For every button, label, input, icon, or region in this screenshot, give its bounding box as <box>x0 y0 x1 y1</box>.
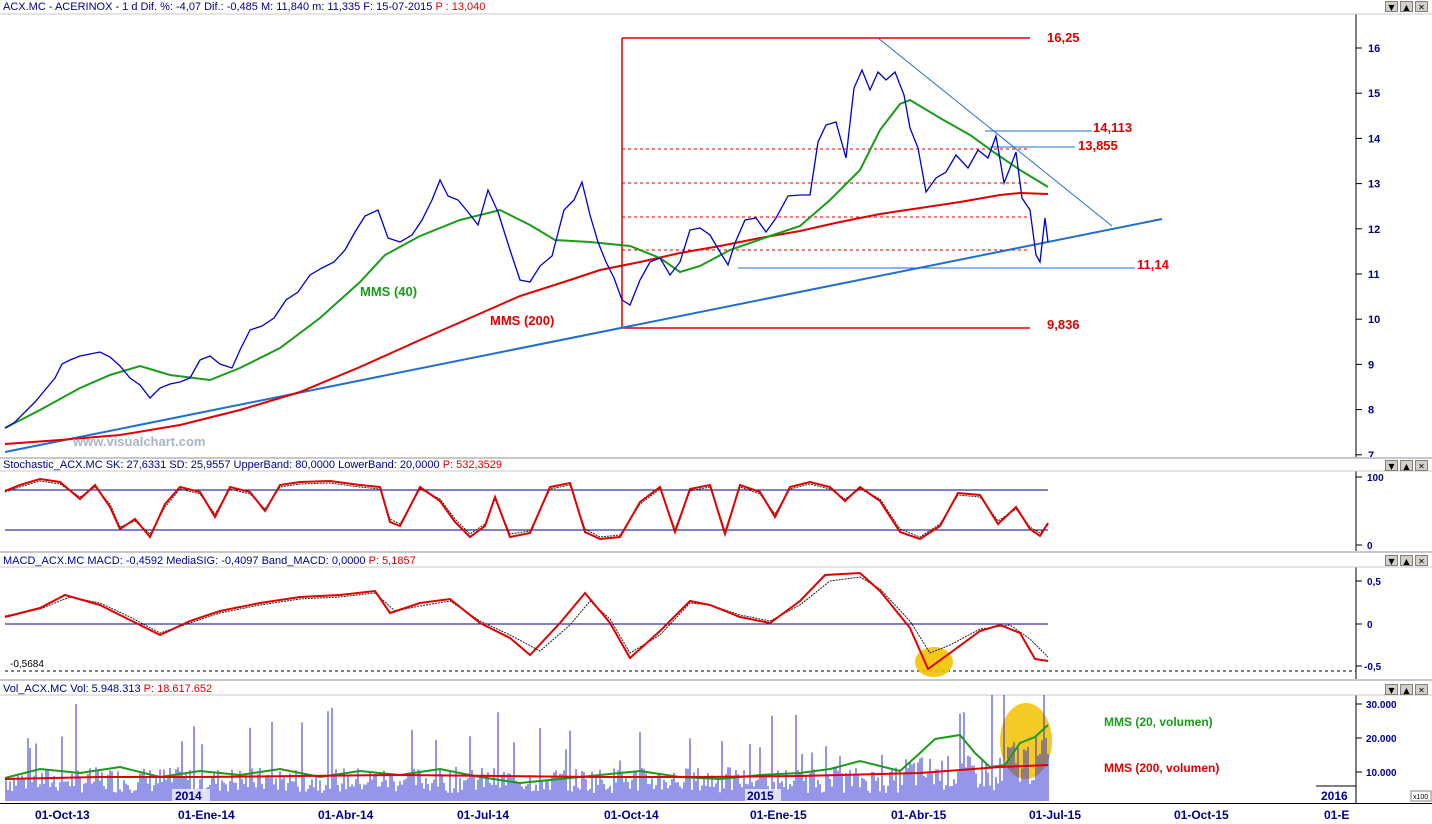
price-header-last: P : 13,040 <box>435 1 486 13</box>
stoch-tick-100: 100 <box>1367 473 1384 484</box>
price-y-tick-label: 13 <box>1368 179 1380 191</box>
price-y-tick-label: 9 <box>1368 359 1374 371</box>
close-button[interactable]: ✕ <box>1415 555 1428 566</box>
year-2016: 2016 <box>1321 789 1348 803</box>
macd-tick-0-5: 0,5 <box>1367 577 1381 588</box>
price-y-axis: 16 15 14 13 12 11 10 9 8 7 <box>1356 43 1381 459</box>
stoch-header: Stochastic_ACX.MC SK: 27,6331 SD: 25,955… <box>3 459 502 471</box>
x-label-oct14: 01-Oct-14 <box>604 808 659 822</box>
label-mms40: MMS (40) <box>360 284 417 299</box>
maximize-button[interactable]: ▲ <box>1400 555 1413 566</box>
x-label-jul15: 01-Jul-15 <box>1029 808 1082 822</box>
macd-window-buttons: ▼ ▲ ✕ <box>1385 555 1428 566</box>
vol-header-text: Vol_ACX.MC Vol: 5.948.313 <box>3 683 141 695</box>
minimize-button[interactable]: ▼ <box>1385 1 1398 12</box>
vol-mms20-line <box>4 724 1049 785</box>
x-label-abr15: 01-Abr-15 <box>891 808 947 822</box>
price-y-tick-label: 7 <box>1368 450 1374 459</box>
price-header-text: ACX.MC - ACERINOX - 1 d Dif. %: -4,07 Di… <box>3 1 433 13</box>
level-16-25: 16,25 <box>1047 30 1080 45</box>
level-9-836: 9,836 <box>1047 317 1080 332</box>
label-mms20-volumen: MMS (20, volumen) <box>1104 715 1213 729</box>
x-label-abr14: 01-Abr-14 <box>318 808 374 822</box>
macd-level-label: -0,5684 <box>10 659 44 670</box>
x-label-ene14: 01-Ene-14 <box>178 808 235 822</box>
price-line <box>4 68 1049 429</box>
vol-mms200-line <box>4 764 1049 780</box>
separator-3[interactable] <box>0 679 1432 681</box>
year-2015: 2015 <box>747 789 774 803</box>
vol-tick-20000: 20.000 <box>1366 734 1397 745</box>
price-panel: ACX.MC - ACERINOX - 1 d Dif. %: -4,07 Di… <box>0 0 1432 459</box>
macd-line <box>4 571 1049 671</box>
macd-tick-neg-0-5: -0,5 <box>1364 662 1382 673</box>
maximize-button[interactable]: ▲ <box>1400 460 1413 471</box>
stoch-chart: 100 0 <box>0 470 1432 552</box>
stoch-header-last: P: 532,3529 <box>442 459 503 471</box>
x-axis: 01-Oct-13 01-Ene-14 01-Abr-14 01-Jul-14 … <box>0 803 1432 824</box>
stoch-header-text: Stochastic_ACX.MC SK: 27,6331 SD: 25,955… <box>3 459 440 471</box>
macd-signal-line <box>4 576 1049 658</box>
label-mms200-volumen: MMS (200, volumen) <box>1104 761 1219 775</box>
maximize-button[interactable]: ▲ <box>1400 1 1413 12</box>
x-label-e16: 01-E <box>1324 808 1350 822</box>
macd-header: MACD_ACX.MC MACD: -0,4592 MediaSIG: -0,4… <box>3 555 416 567</box>
stoch-sk-line <box>4 477 1049 541</box>
price-y-tick-label: 8 <box>1368 405 1374 417</box>
macd-header-last: P: 5,1857 <box>368 555 416 567</box>
macd-chart: 0,5 0 -0,5 -0,5684 <box>0 566 1432 680</box>
macd-panel: MACD_ACX.MC MACD: -0,4592 MediaSIG: -0,4… <box>0 553 1432 680</box>
price-y-tick-label: 16 <box>1368 43 1380 55</box>
macd-highlight <box>915 647 953 677</box>
stoch-tick-0: 0 <box>1367 541 1373 552</box>
x-label-ene15: 01-Ene-15 <box>750 808 807 822</box>
volume-chart: 30.000 20.000 10.000 x100 MMS (20, volum… <box>0 694 1432 803</box>
year-2014: 2014 <box>175 789 202 803</box>
separator-1[interactable] <box>0 457 1432 459</box>
maximize-button[interactable]: ▲ <box>1400 684 1413 695</box>
close-button[interactable]: ✕ <box>1415 684 1428 695</box>
level-11-14: 11,14 <box>1137 257 1170 272</box>
macd-header-text: MACD_ACX.MC MACD: -0,4592 MediaSIG: -0,4… <box>3 555 366 567</box>
price-chart: 16 15 14 13 12 11 10 9 8 7 16,25 14,113 13,855 11… <box>0 13 1432 459</box>
minimize-button[interactable]: ▼ <box>1385 460 1398 471</box>
price-header: ACX.MC - ACERINOX - 1 d Dif. %: -4,07 Di… <box>3 1 485 13</box>
volume-bars <box>5 695 1049 801</box>
price-window-buttons: ▼ ▲ ✕ <box>1385 1 1428 12</box>
level-14-113: 14,113 <box>1093 120 1132 135</box>
watermark: www.visualchart.com <box>72 434 205 449</box>
minimize-button[interactable]: ▼ <box>1385 555 1398 566</box>
minimize-button[interactable]: ▼ <box>1385 684 1398 695</box>
price-y-tick-label: 14 <box>1368 133 1381 145</box>
close-button[interactable]: ✕ <box>1415 1 1428 12</box>
macd-tick-0: 0 <box>1367 620 1373 631</box>
x-label-oct13: 01-Oct-13 <box>35 808 90 822</box>
price-y-tick-label: 15 <box>1368 88 1380 100</box>
vol-tick-30000: 30.000 <box>1366 700 1397 711</box>
mms200-line <box>4 191 1049 445</box>
vol-header-last: P: 18.617.652 <box>143 683 213 695</box>
close-button[interactable]: ✕ <box>1415 460 1428 471</box>
stoch-sd-line <box>4 480 1049 538</box>
price-y-tick-label: 10 <box>1368 314 1380 326</box>
stoch-window-buttons: ▼ ▲ ✕ <box>1385 460 1428 471</box>
separator-2[interactable] <box>0 551 1432 553</box>
vol-scale-tag: x100 <box>1413 794 1428 801</box>
price-y-tick-label: 11 <box>1368 269 1380 281</box>
volume-panel: Vol_ACX.MC Vol: 5.948.313 P: 18.617.652 … <box>0 681 1432 803</box>
vol-tick-10000: 10.000 <box>1366 768 1397 779</box>
level-13-855: 13,855 <box>1078 138 1118 153</box>
vol-window-buttons: ▼ ▲ ✕ <box>1385 684 1428 695</box>
label-mms200: MMS (200) <box>490 313 554 328</box>
x-label-oct15: 01-Oct-15 <box>1174 808 1229 822</box>
x-label-jul14: 01-Jul-14 <box>457 808 510 822</box>
vol-header: Vol_ACX.MC Vol: 5.948.313 P: 18.617.652 <box>3 683 212 695</box>
mms40-line <box>4 98 1049 429</box>
stoch-panel: Stochastic_ACX.MC SK: 27,6331 SD: 25,955… <box>0 459 1432 552</box>
price-y-tick-label: 12 <box>1368 224 1380 236</box>
